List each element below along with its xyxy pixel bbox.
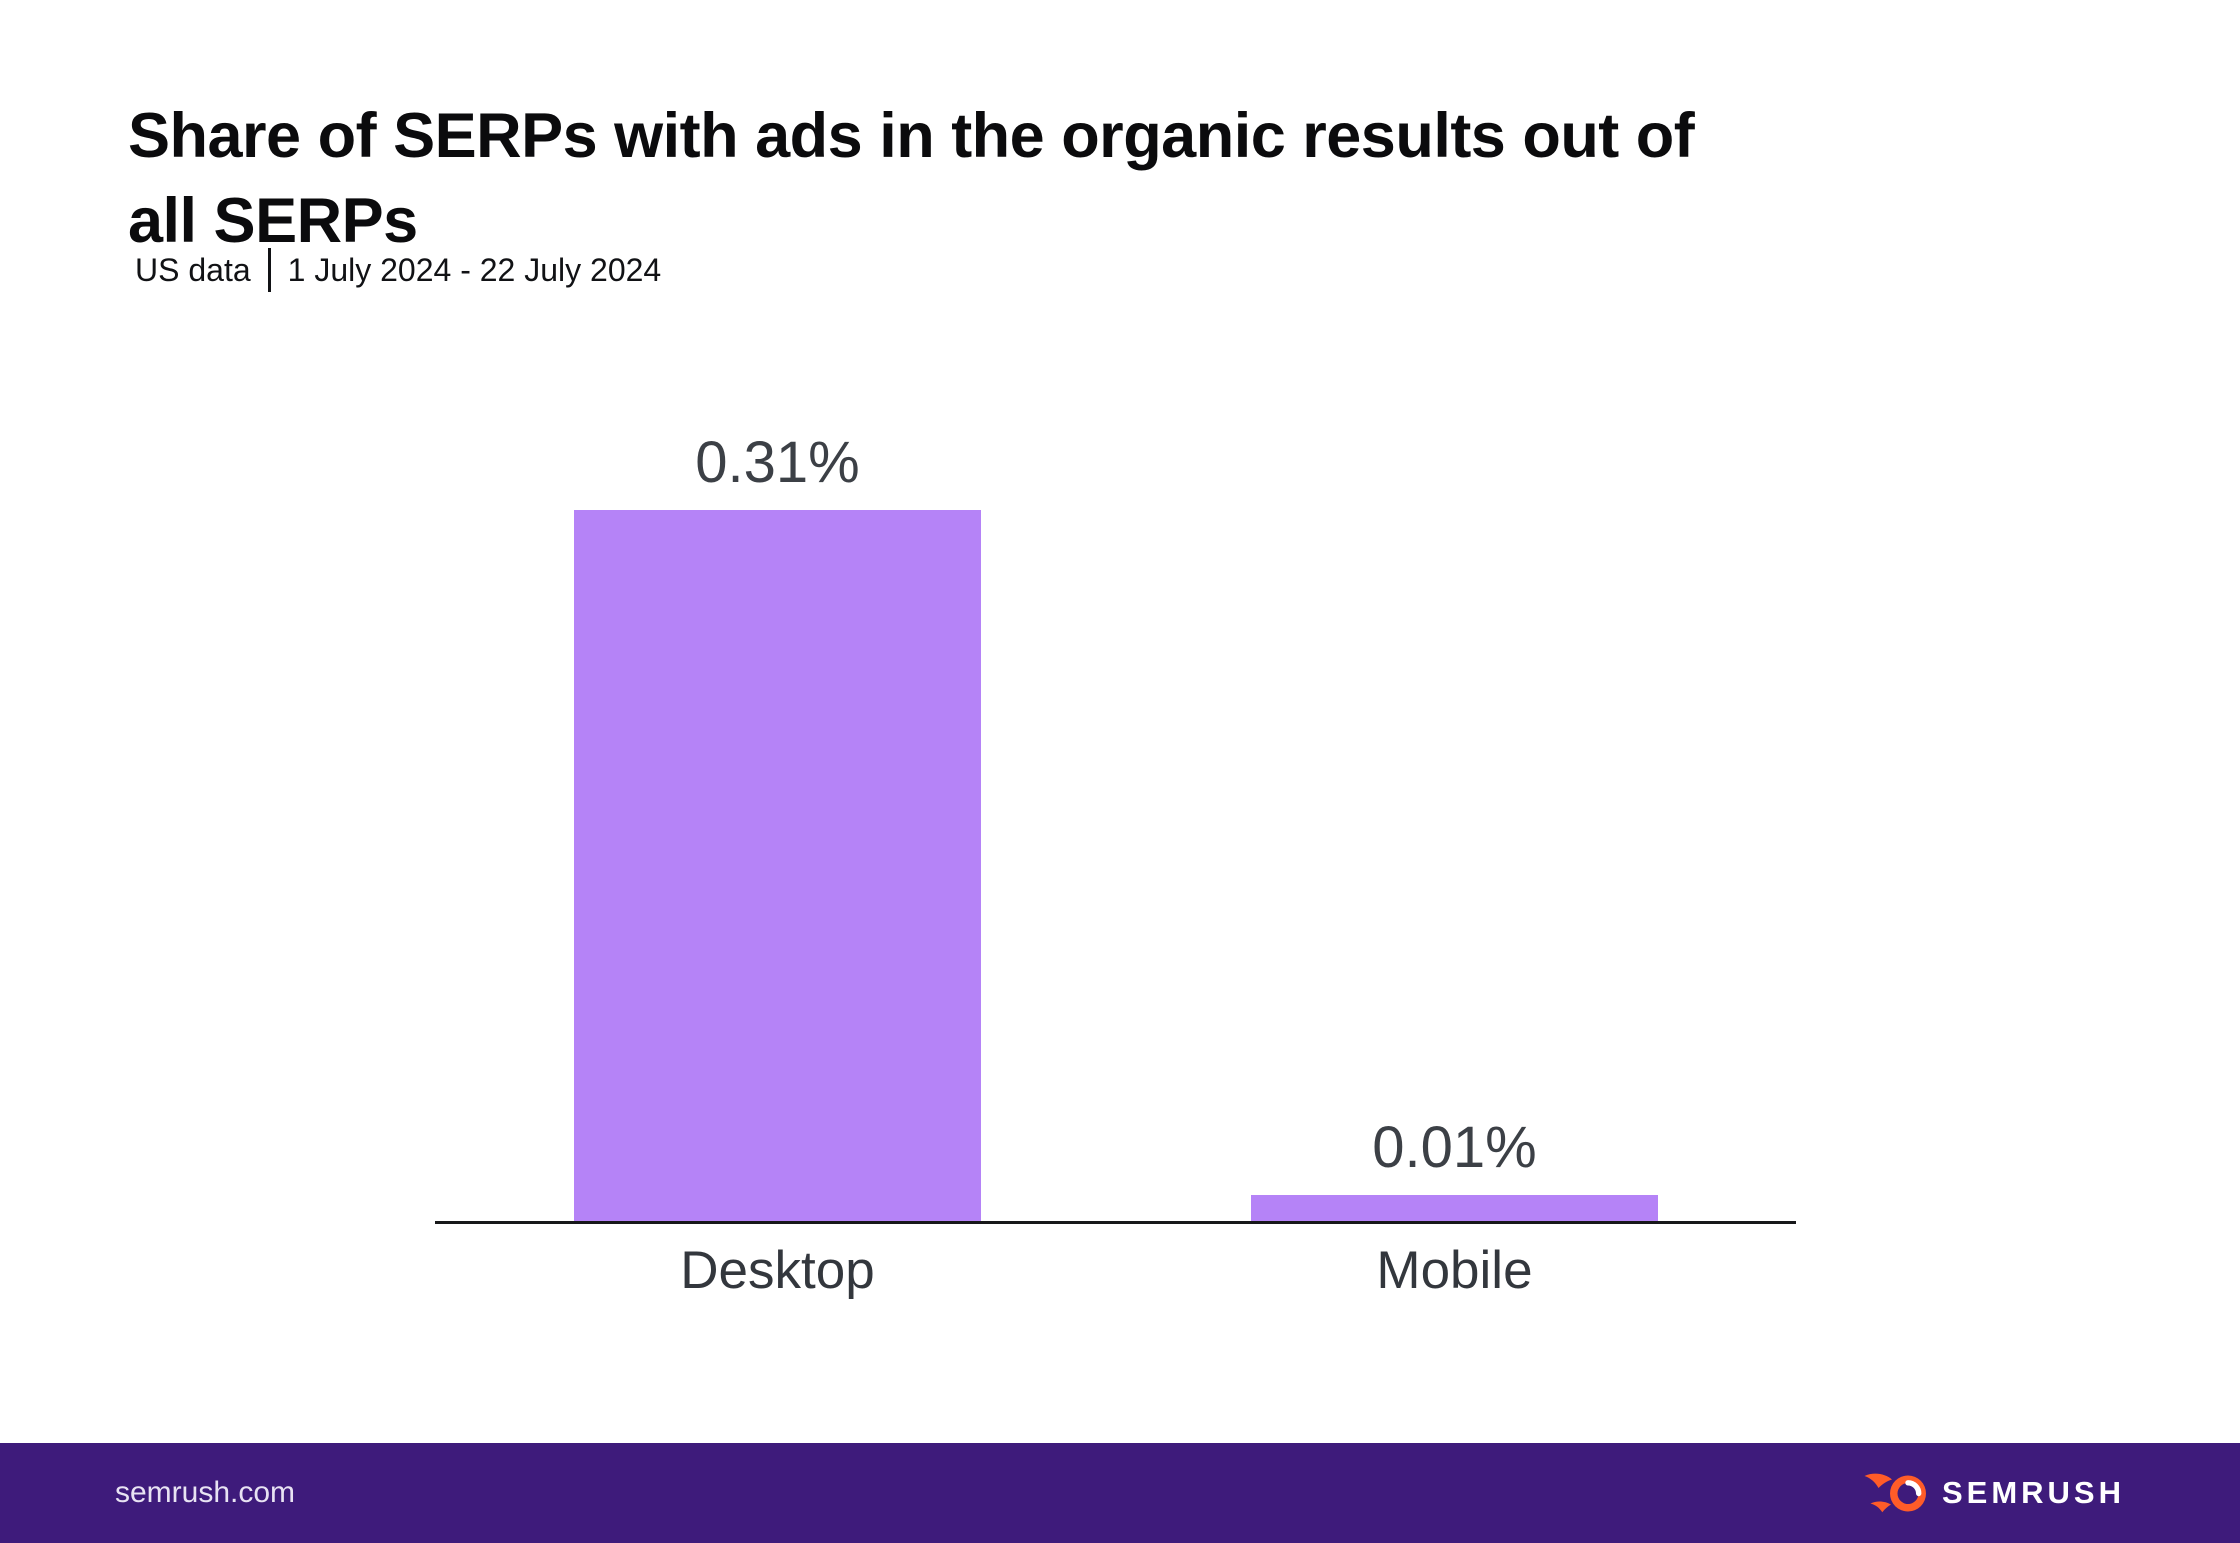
- category-label-desktop: Desktop: [680, 1241, 875, 1300]
- date-range: 1 July 2024 - 22 July 2024: [287, 251, 662, 288]
- x-axis-line: [435, 1221, 1796, 1224]
- semrush-logo: SEMRUSH: [1863, 1472, 2125, 1514]
- category-label-mobile: Mobile: [1376, 1241, 1533, 1300]
- bar-desktop: [574, 510, 981, 1221]
- semrush-fireball-icon: [1863, 1472, 1929, 1514]
- title-line-1: Share of SERPs with ads in the organic r…: [128, 101, 1695, 172]
- bar-mobile: [1251, 1195, 1658, 1221]
- footer-bar: semrush.com SEMRUSH: [0, 1443, 2240, 1543]
- chart-subtitle: US data 1 July 2024 - 22 July 2024: [135, 248, 661, 292]
- subtitle-divider: [267, 248, 271, 292]
- value-label-mobile: 0.01%: [1372, 1115, 1537, 1180]
- footer-site-url: semrush.com: [115, 1476, 296, 1509]
- value-label-desktop: 0.31%: [695, 430, 860, 495]
- region-label: US data: [135, 251, 251, 288]
- page-title: Share of SERPs with ads in the organic r…: [128, 94, 1695, 264]
- bar-group-desktop: 0.31%: [574, 429, 981, 1221]
- bar-group-mobile: 0.01%: [1251, 429, 1658, 1221]
- semrush-wordmark: SEMRUSH: [1941, 1475, 2125, 1510]
- title-line-2: all SERPs: [128, 186, 418, 257]
